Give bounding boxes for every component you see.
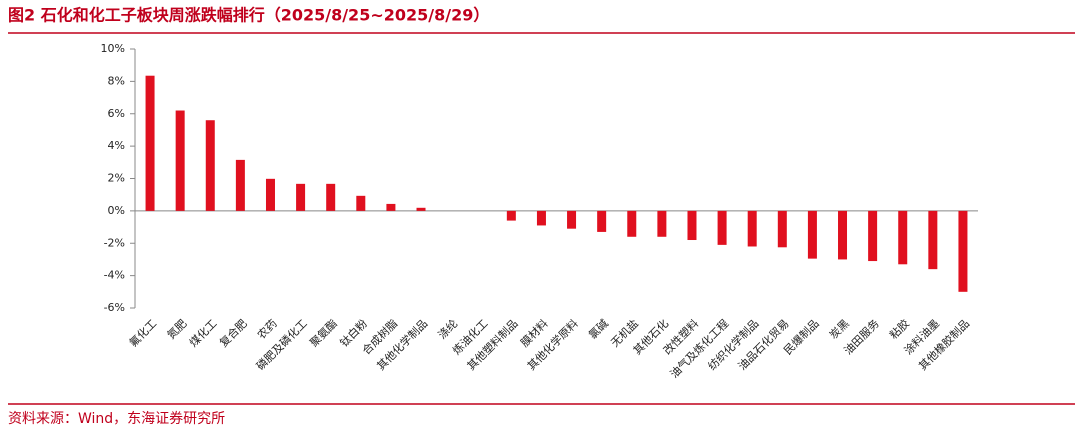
bar (536, 210, 546, 226)
bar (205, 120, 215, 211)
x-tick-label: 炭黑 (827, 317, 852, 342)
y-tick-label: 0% (108, 204, 125, 217)
y-tick-label: -6% (104, 301, 125, 314)
bar (356, 195, 366, 211)
y-tick-label: 8% (108, 74, 125, 87)
x-tick-label: 涤纶 (435, 316, 460, 341)
bar (657, 210, 667, 237)
y-tick-label: 10% (101, 42, 125, 55)
bar (868, 210, 878, 262)
bar (235, 159, 245, 211)
bar (416, 207, 426, 211)
bar (928, 210, 938, 270)
bar (265, 178, 275, 211)
x-tick-label: 氟化工 (126, 316, 159, 349)
bar (687, 210, 697, 241)
y-tick-label: -4% (104, 269, 125, 282)
x-tick-label: 复合肥 (216, 316, 249, 349)
bar (386, 203, 396, 211)
bar (747, 210, 757, 247)
x-tick-label: 氯碱 (585, 316, 610, 341)
x-tick-label: 聚氨酯 (307, 317, 340, 350)
bar (567, 210, 577, 229)
bar (175, 110, 185, 211)
y-tick-label: 4% (108, 139, 125, 152)
bar (296, 183, 306, 211)
y-tick-label: 6% (108, 107, 125, 120)
bar (326, 183, 336, 211)
x-tick-label: 粘胶 (887, 316, 912, 341)
bar (958, 210, 968, 292)
chart-title: 图2 石化和化工子板块周涨跌幅排行（2025/8/25~2025/8/29） (8, 6, 489, 25)
bar (597, 210, 607, 232)
y-tick-label: -2% (104, 236, 125, 249)
x-tick-label: 氮肥 (164, 316, 189, 341)
source-note: 资料来源：Wind，东海证券研究所 (8, 411, 225, 427)
bar (807, 210, 817, 259)
bar (717, 210, 727, 245)
x-tick-label: 煤化工 (186, 316, 219, 349)
y-tick-label: 2% (108, 172, 125, 185)
bar (777, 210, 787, 248)
bar (145, 75, 155, 211)
x-tick-label: 农药 (254, 316, 279, 341)
bar (838, 210, 848, 260)
bar (627, 210, 637, 237)
bar (506, 210, 516, 221)
bar (898, 210, 908, 265)
